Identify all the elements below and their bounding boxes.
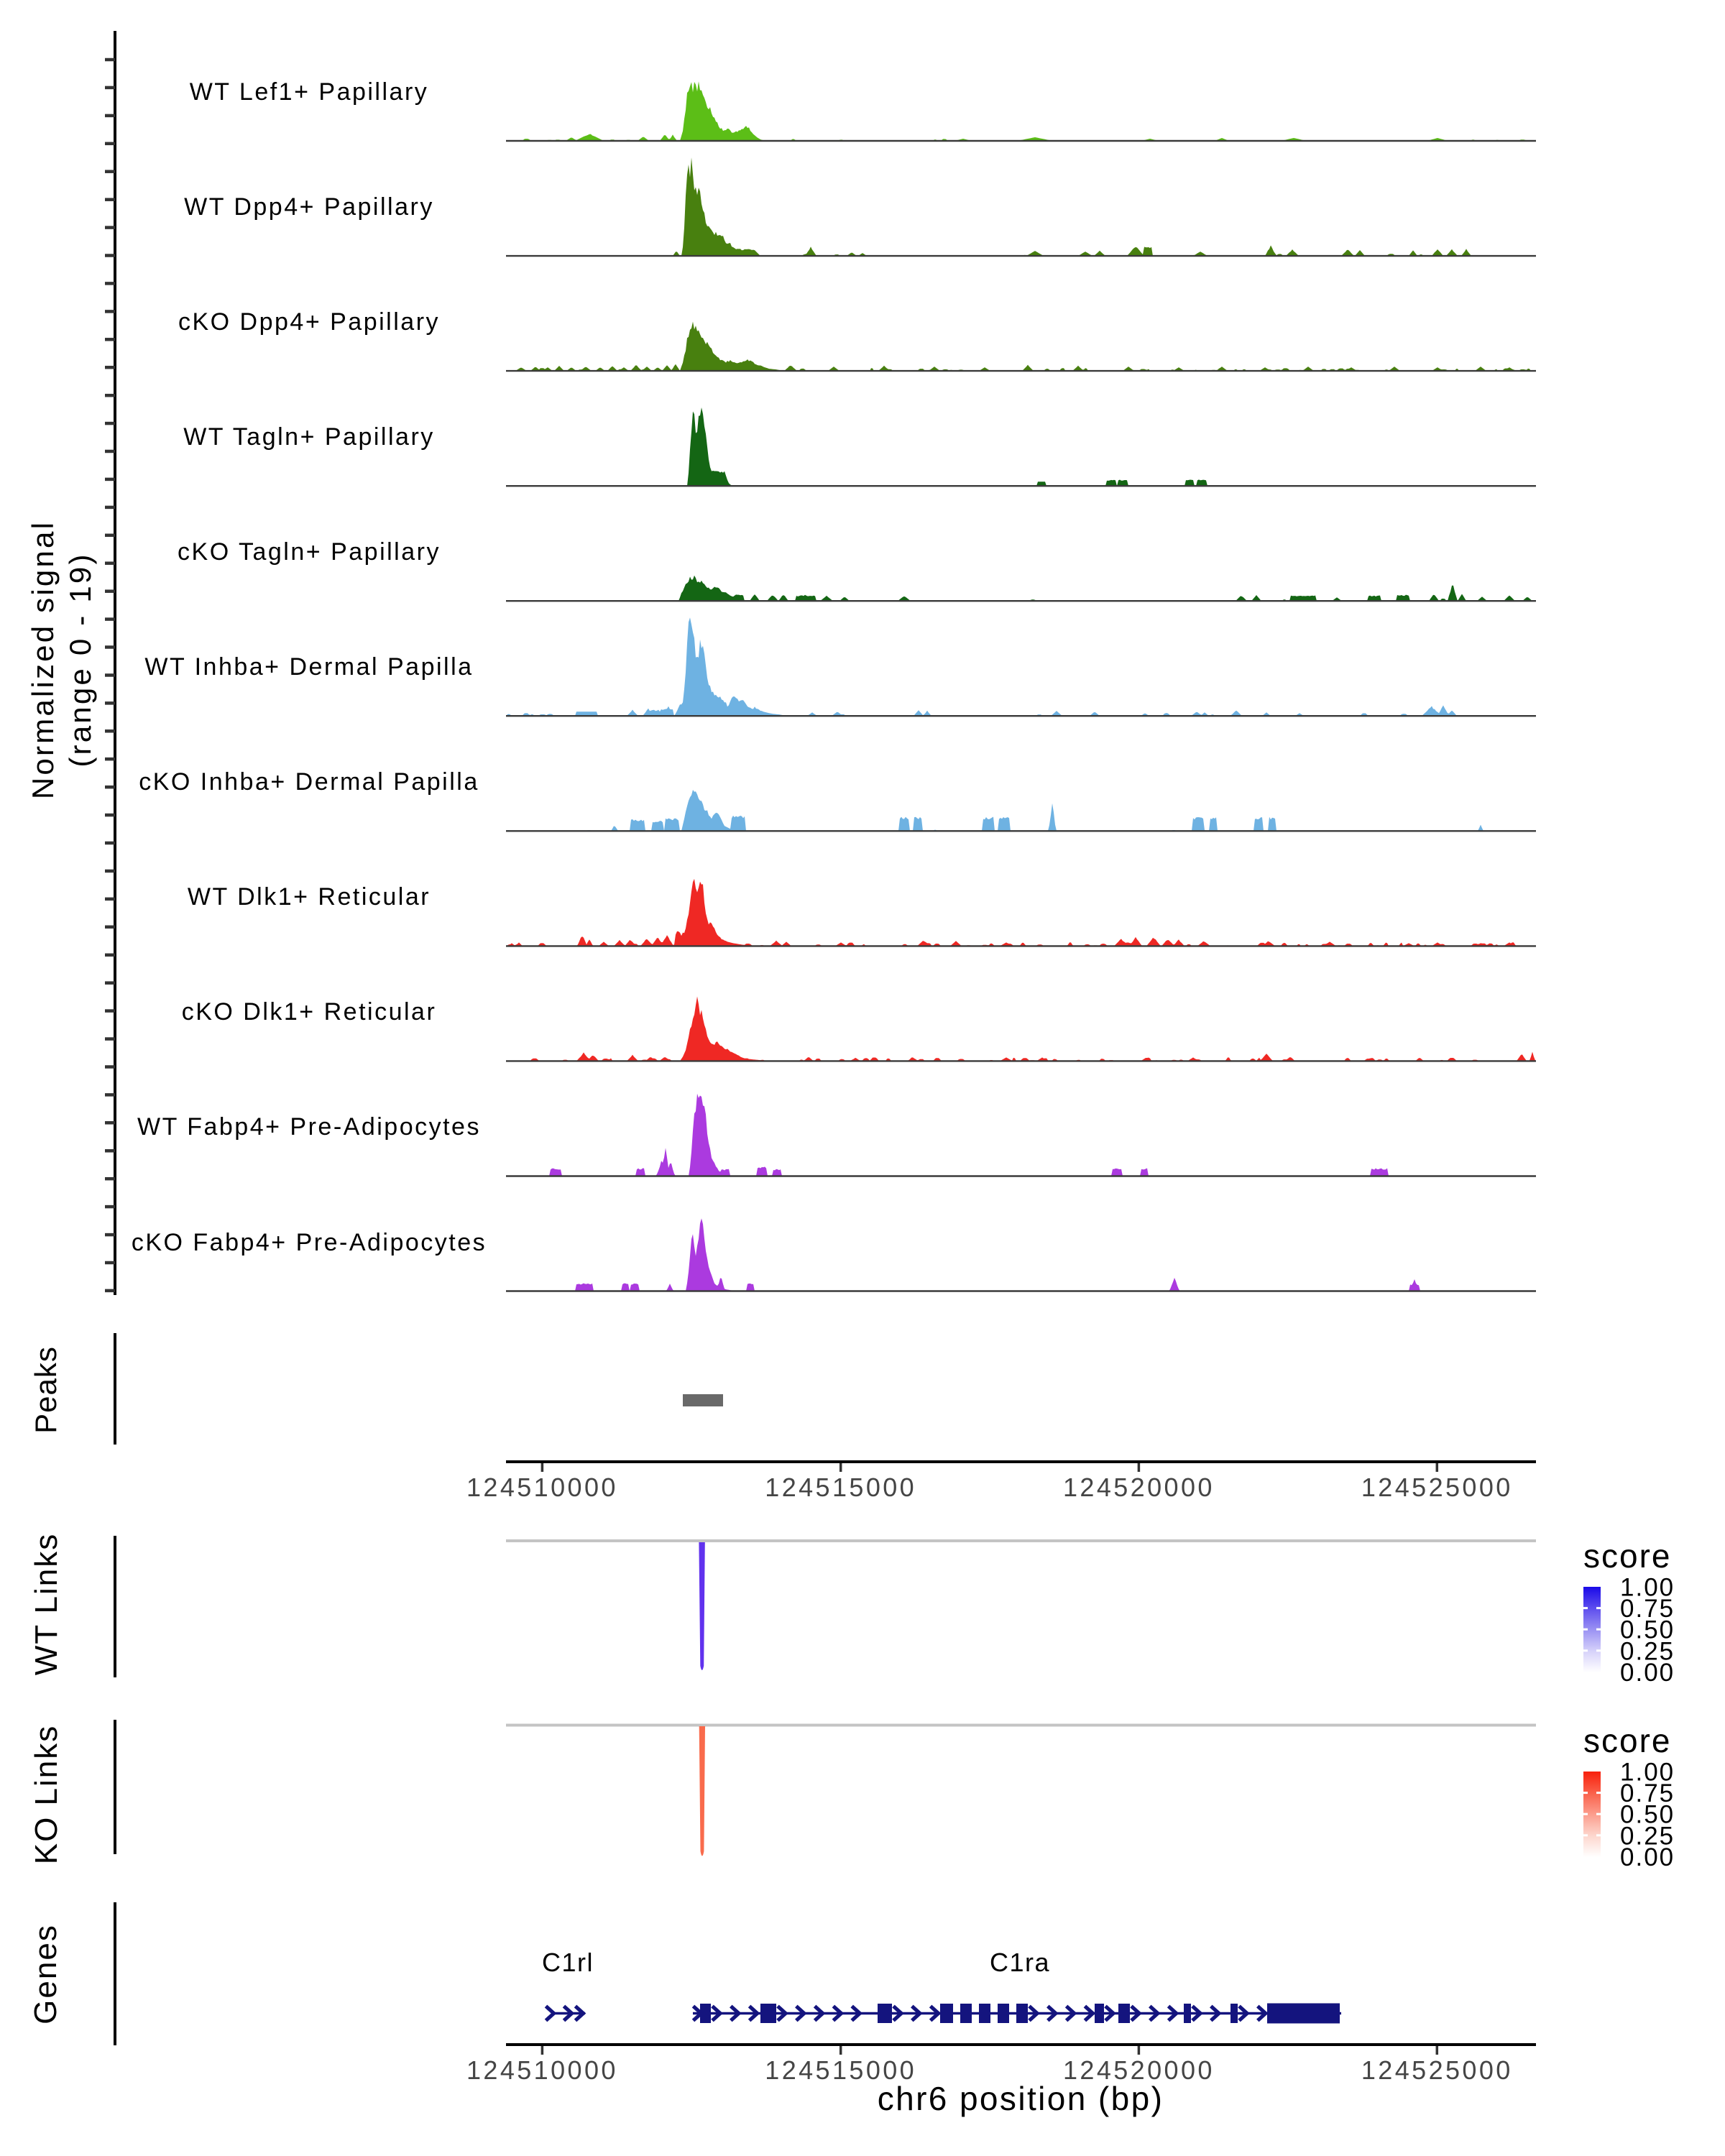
svg-text:0.50: 0.50 xyxy=(1620,1801,1675,1829)
svg-text:124510000: 124510000 xyxy=(466,1473,618,1502)
svg-text:WT Links: WT Links xyxy=(29,1533,64,1676)
svg-text:124520000: 124520000 xyxy=(1063,1473,1215,1502)
svg-text:124525000: 124525000 xyxy=(1361,2055,1513,2085)
svg-text:124515000: 124515000 xyxy=(765,1473,916,1502)
svg-text:score: score xyxy=(1583,1537,1671,1575)
svg-text:cKO Inhba+ Dermal Papilla: cKO Inhba+ Dermal Papilla xyxy=(139,768,479,796)
svg-text:score: score xyxy=(1583,1722,1671,1759)
svg-text:WT Dlk1+ Reticular: WT Dlk1+ Reticular xyxy=(188,883,431,911)
svg-text:1.00: 1.00 xyxy=(1620,1574,1675,1602)
svg-text:C1rl: C1rl xyxy=(542,1948,594,1977)
svg-text:0.00: 0.00 xyxy=(1620,1659,1675,1687)
svg-text:0.75: 0.75 xyxy=(1620,1779,1675,1807)
svg-text:KO Links: KO Links xyxy=(29,1725,64,1865)
svg-text:WT Inhba+ Dermal Papilla: WT Inhba+ Dermal Papilla xyxy=(144,653,473,681)
svg-text:124525000: 124525000 xyxy=(1361,1473,1513,1502)
svg-text:cKO Fabp4+ Pre-Adipocytes: cKO Fabp4+ Pre-Adipocytes xyxy=(132,1229,487,1256)
svg-text:cKO Dpp4+ Papillary: cKO Dpp4+ Papillary xyxy=(178,308,440,336)
svg-text:0.00: 0.00 xyxy=(1620,1843,1675,1871)
svg-text:0.75: 0.75 xyxy=(1620,1595,1675,1623)
svg-text:WT Dpp4+ Papillary: WT Dpp4+ Papillary xyxy=(184,193,434,221)
svg-text:1.00: 1.00 xyxy=(1620,1759,1675,1787)
svg-text:Genes: Genes xyxy=(28,1924,63,2024)
svg-text:Normalized signal: Normalized signal xyxy=(26,520,60,799)
svg-text:WT Fabp4+ Pre-Adipocytes: WT Fabp4+ Pre-Adipocytes xyxy=(137,1113,481,1141)
svg-text:0.25: 0.25 xyxy=(1620,1637,1675,1665)
svg-text:(range 0 - 19): (range 0 - 19) xyxy=(63,552,97,767)
svg-text:Peaks: Peaks xyxy=(29,1346,63,1434)
svg-text:124515000: 124515000 xyxy=(765,2055,916,2085)
svg-text:124510000: 124510000 xyxy=(466,2055,618,2085)
svg-text:chr6 position (bp): chr6 position (bp) xyxy=(878,2080,1164,2117)
svg-text:WT Lef1+ Papillary: WT Lef1+ Papillary xyxy=(190,78,429,106)
svg-text:cKO Tagln+ Papillary: cKO Tagln+ Papillary xyxy=(178,538,441,566)
svg-text:0.50: 0.50 xyxy=(1620,1616,1675,1644)
svg-text:C1ra: C1ra xyxy=(990,1948,1050,1977)
svg-text:124520000: 124520000 xyxy=(1063,2055,1215,2085)
svg-text:WT Tagln+ Papillary: WT Tagln+ Papillary xyxy=(183,423,435,451)
svg-text:cKO Dlk1+ Reticular: cKO Dlk1+ Reticular xyxy=(182,998,437,1026)
svg-text:0.25: 0.25 xyxy=(1620,1822,1675,1850)
